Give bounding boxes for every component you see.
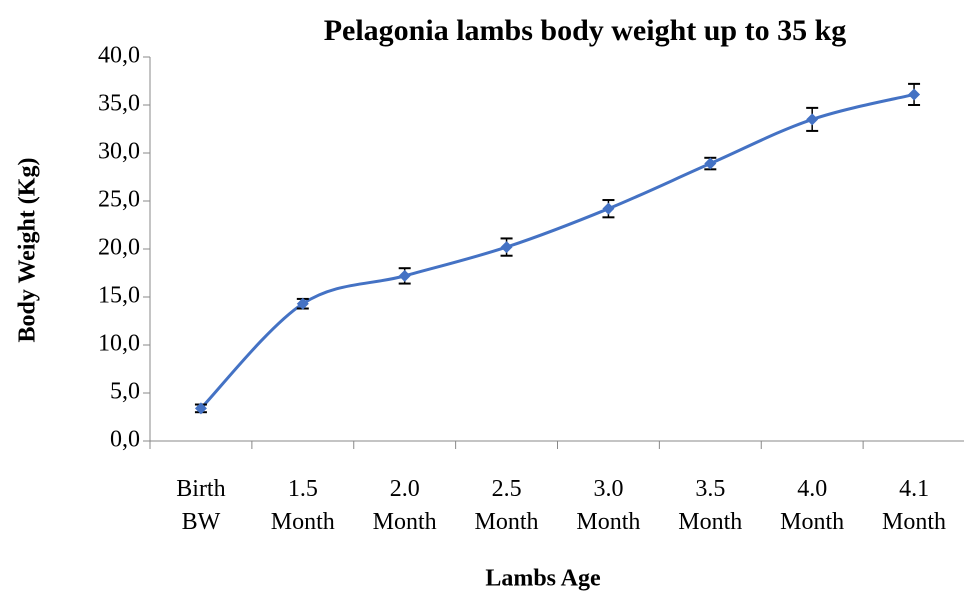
series-line <box>199 92 915 410</box>
x-tick-label: 1.5 Month <box>271 476 335 535</box>
y-tick-label: 25,0 <box>98 187 140 213</box>
y-tick-label: 15,0 <box>98 283 140 309</box>
marker <box>398 269 411 282</box>
y-tick-label: 5,0 <box>110 379 140 405</box>
x-tick-label: Birth BW <box>176 476 225 535</box>
marker <box>704 157 717 170</box>
y-tick-label: 20,0 <box>98 235 140 261</box>
y-tick-label: 10,0 <box>98 331 140 357</box>
y-tick-label: 40,0 <box>98 43 140 69</box>
y-tick-label: 0,0 <box>110 427 140 453</box>
y-tick-label: 35,0 <box>98 91 140 117</box>
y-axis-label: Body Weight (Kg) <box>15 158 41 343</box>
marker <box>194 402 207 415</box>
marker <box>806 113 819 126</box>
x-tick-label: 3.0 Month <box>576 476 640 535</box>
marker <box>602 202 615 215</box>
x-axis-label: Lambs Age <box>485 566 601 592</box>
x-tick-label: 2.5 Month <box>475 476 539 535</box>
marker <box>500 241 513 254</box>
chart-title: Pelagonia lambs body weight up to 35 kg <box>324 14 847 47</box>
x-tick-label: 4.0 Month <box>780 476 844 535</box>
y-tick-label: 30,0 <box>98 139 140 165</box>
x-tick-label: 2.0 Month <box>373 476 437 535</box>
marker <box>908 88 921 101</box>
marker <box>296 297 309 310</box>
x-tick-label: 3.5 Month <box>678 476 742 535</box>
x-tick-label: 4.1 Month <box>882 476 946 535</box>
